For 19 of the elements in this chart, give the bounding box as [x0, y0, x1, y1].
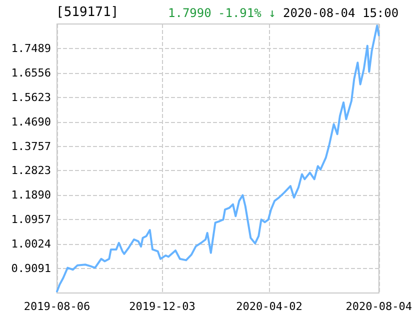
y-tick-label: 1.0957 [11, 213, 51, 226]
y-tick-label: 1.6556 [11, 66, 51, 80]
x-tick-label: 2020-08-04 [346, 300, 412, 313]
y-tick-label: 1.1890 [11, 188, 51, 202]
y-tick-label: 1.3757 [11, 140, 51, 153]
y-tick-label: 1.7489 [11, 42, 51, 55]
x-tick-label: 2020-04-02 [236, 300, 302, 313]
line-series [56, 24, 380, 292]
x-tick-label: 2019-08-06 [24, 300, 90, 313]
text: -1.91% ↓ [218, 6, 276, 20]
y-tick-label: 1.2823 [11, 164, 51, 178]
y-tick-label: 1.5623 [11, 90, 51, 104]
x-tick-label: 2019-12-03 [129, 300, 196, 313]
text: 1.7990 [168, 6, 212, 20]
text: 2020-08-04 15:00 [283, 6, 399, 20]
y-tick-label: 1.4690 [11, 115, 51, 128]
y-tick-label: 1.0024 [11, 238, 52, 251]
y-tick-label: 0.9091 [11, 262, 51, 276]
chart-title: [519171] [56, 5, 119, 20]
